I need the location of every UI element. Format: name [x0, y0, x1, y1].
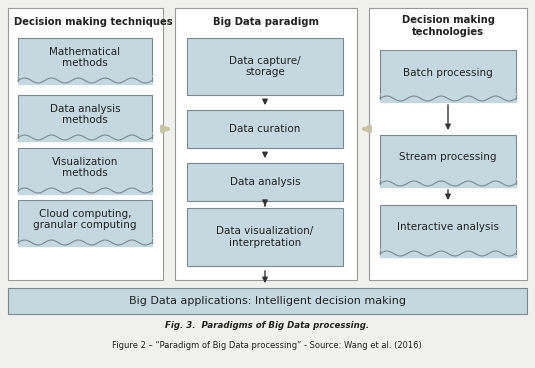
Text: Data capture/
storage: Data capture/ storage: [229, 56, 301, 77]
Text: Data curation: Data curation: [230, 124, 301, 134]
Text: Stream processing: Stream processing: [399, 152, 497, 163]
Text: Big Data paradigm: Big Data paradigm: [213, 17, 319, 27]
Bar: [18, 38, 152, 77]
Text: Mathematical
methods: Mathematical methods: [49, 47, 120, 68]
Bar: [18, 200, 152, 239]
Text: Batch processing: Batch processing: [403, 67, 493, 78]
Bar: [380, 205, 516, 250]
Bar: [18, 95, 152, 134]
Text: Fig. 3.  Paradigms of Big Data processing.: Fig. 3. Paradigms of Big Data processing…: [165, 321, 369, 329]
Text: Visualization
methods: Visualization methods: [52, 157, 118, 178]
Bar: [187, 110, 343, 148]
Bar: [18, 148, 152, 187]
Text: Decision making
technologies: Decision making technologies: [401, 15, 494, 37]
Text: Data visualization/
interpretation: Data visualization/ interpretation: [216, 226, 314, 248]
Bar: [380, 135, 516, 180]
Text: Big Data applications: Intelligent decision making: Big Data applications: Intelligent decis…: [129, 296, 406, 306]
Text: Interactive analysis: Interactive analysis: [397, 223, 499, 233]
Bar: [8, 288, 527, 314]
Text: Cloud computing,
granular computing: Cloud computing, granular computing: [33, 209, 137, 230]
Bar: [175, 8, 357, 280]
Text: Data analysis
methods: Data analysis methods: [50, 104, 120, 125]
Bar: [187, 208, 343, 266]
Bar: [380, 50, 516, 95]
Bar: [187, 38, 343, 95]
Bar: [369, 8, 527, 280]
Bar: [8, 8, 163, 280]
Text: Figure 2 – “Paradigm of Big Data processing” - Source: Wang et al. (2016): Figure 2 – “Paradigm of Big Data process…: [112, 340, 422, 350]
Bar: [187, 163, 343, 201]
Text: Data analysis: Data analysis: [230, 177, 300, 187]
Text: Decision making techniques: Decision making techniques: [14, 17, 173, 27]
